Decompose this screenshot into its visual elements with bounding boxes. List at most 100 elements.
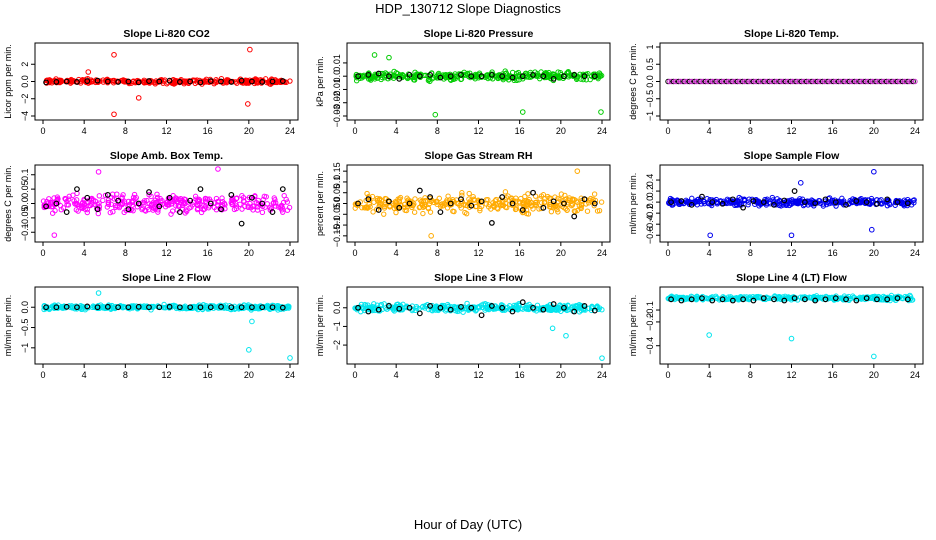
hourly-point bbox=[249, 304, 255, 311]
data-point bbox=[709, 202, 715, 209]
y-tick-label: 0.2 bbox=[645, 185, 655, 198]
data-point bbox=[538, 193, 545, 199]
data-point bbox=[591, 191, 598, 197]
y-tick-label: 0.05 bbox=[332, 184, 342, 202]
data-point bbox=[239, 192, 245, 199]
y-axis-label: percent per min. bbox=[315, 171, 325, 236]
data-point bbox=[788, 201, 794, 207]
data-point bbox=[427, 209, 434, 215]
data-point bbox=[827, 78, 833, 85]
y-tick-label: −4 bbox=[20, 111, 30, 121]
points-layer bbox=[665, 292, 916, 360]
data-point bbox=[525, 191, 531, 197]
hourly-point bbox=[63, 209, 70, 216]
hourly-point bbox=[156, 78, 163, 85]
hourly-point bbox=[115, 197, 122, 204]
data-point bbox=[118, 304, 125, 310]
hourly-point bbox=[166, 194, 173, 201]
hourly-point bbox=[416, 310, 423, 317]
x-tick-label: 8 bbox=[435, 370, 440, 380]
x-tick-label: 12 bbox=[786, 126, 796, 136]
data-point bbox=[587, 76, 593, 83]
data-point bbox=[869, 78, 876, 85]
y-tick-label: −0.5 bbox=[20, 319, 30, 337]
data-point bbox=[144, 204, 151, 210]
data-point bbox=[245, 203, 251, 209]
y-tick-label: −0.5 bbox=[645, 90, 655, 108]
data-point bbox=[149, 304, 156, 311]
x-tick-label: 20 bbox=[556, 248, 566, 258]
hourly-point bbox=[176, 209, 183, 216]
data-point bbox=[432, 305, 438, 312]
x-tick-label: 4 bbox=[707, 126, 712, 136]
data-point bbox=[691, 78, 698, 85]
hourly-point bbox=[84, 303, 91, 310]
data-point bbox=[716, 297, 723, 303]
data-point bbox=[571, 208, 578, 214]
data-point bbox=[796, 78, 803, 85]
y-tick-label: 0.0 bbox=[332, 302, 342, 315]
y-axis-label: ml/min per min. bbox=[628, 173, 638, 235]
data-point bbox=[150, 207, 156, 213]
y-axis-label: Licor ppm per min. bbox=[3, 44, 13, 119]
data-point bbox=[787, 78, 794, 85]
data-point bbox=[215, 199, 221, 205]
data-point bbox=[381, 211, 387, 217]
data-point bbox=[835, 78, 842, 85]
y-tick-label: 0.0 bbox=[20, 75, 30, 88]
data-point bbox=[114, 203, 120, 209]
hourly-point bbox=[156, 203, 163, 210]
data-point bbox=[741, 198, 748, 204]
data-point bbox=[104, 204, 111, 210]
y-tick-label: −0.1 bbox=[645, 301, 655, 319]
y-tick-label: 0.15 bbox=[332, 162, 342, 180]
y-tick-label: 0.0 bbox=[645, 196, 655, 209]
hourly-point bbox=[135, 303, 142, 310]
hourly-point bbox=[550, 75, 557, 82]
data-point bbox=[362, 205, 369, 211]
data-point bbox=[844, 78, 851, 85]
hourly-point bbox=[427, 194, 434, 200]
data-point bbox=[94, 205, 100, 212]
data-point bbox=[542, 195, 548, 202]
hourly-point bbox=[427, 71, 434, 78]
hourly-point bbox=[238, 304, 245, 311]
panel-sampleflow: Slope Sample Flow ml/min per min. 0 4 8 12 16 2… bbox=[628, 150, 924, 258]
data-point bbox=[107, 209, 113, 216]
hourly-point bbox=[519, 207, 526, 213]
hourly-point bbox=[197, 186, 204, 193]
data-point bbox=[464, 70, 471, 77]
data-point bbox=[812, 78, 819, 85]
hourly-point bbox=[365, 196, 372, 203]
y-axis-label: degrees C per min. bbox=[628, 43, 638, 120]
hourly-point bbox=[843, 296, 849, 303]
data-point bbox=[560, 197, 566, 204]
data-point bbox=[102, 304, 109, 310]
hourly-point bbox=[218, 78, 224, 85]
data-point bbox=[448, 304, 455, 310]
data-point bbox=[518, 195, 524, 202]
hourly-point bbox=[571, 71, 578, 78]
data-point bbox=[791, 78, 797, 85]
outlier-point bbox=[598, 109, 604, 115]
hourly-point bbox=[488, 220, 495, 226]
data-point bbox=[281, 192, 287, 199]
hourly-point bbox=[74, 186, 80, 193]
data-point bbox=[732, 202, 738, 209]
data-point bbox=[466, 190, 472, 197]
hourly-point bbox=[355, 200, 361, 207]
hourly-point bbox=[249, 78, 255, 85]
data-point bbox=[248, 303, 254, 309]
data-point bbox=[722, 78, 728, 85]
hourly-point bbox=[458, 196, 464, 203]
y-tick-label: 0.05 bbox=[20, 180, 30, 198]
hourly-point bbox=[238, 220, 245, 227]
data-point bbox=[192, 193, 199, 200]
data-point bbox=[404, 304, 410, 310]
x-tick-label: 8 bbox=[435, 248, 440, 258]
data-point bbox=[741, 78, 748, 85]
outlier-point bbox=[549, 325, 556, 332]
data-point bbox=[366, 197, 372, 204]
data-point bbox=[443, 74, 449, 81]
data-point bbox=[684, 199, 690, 205]
